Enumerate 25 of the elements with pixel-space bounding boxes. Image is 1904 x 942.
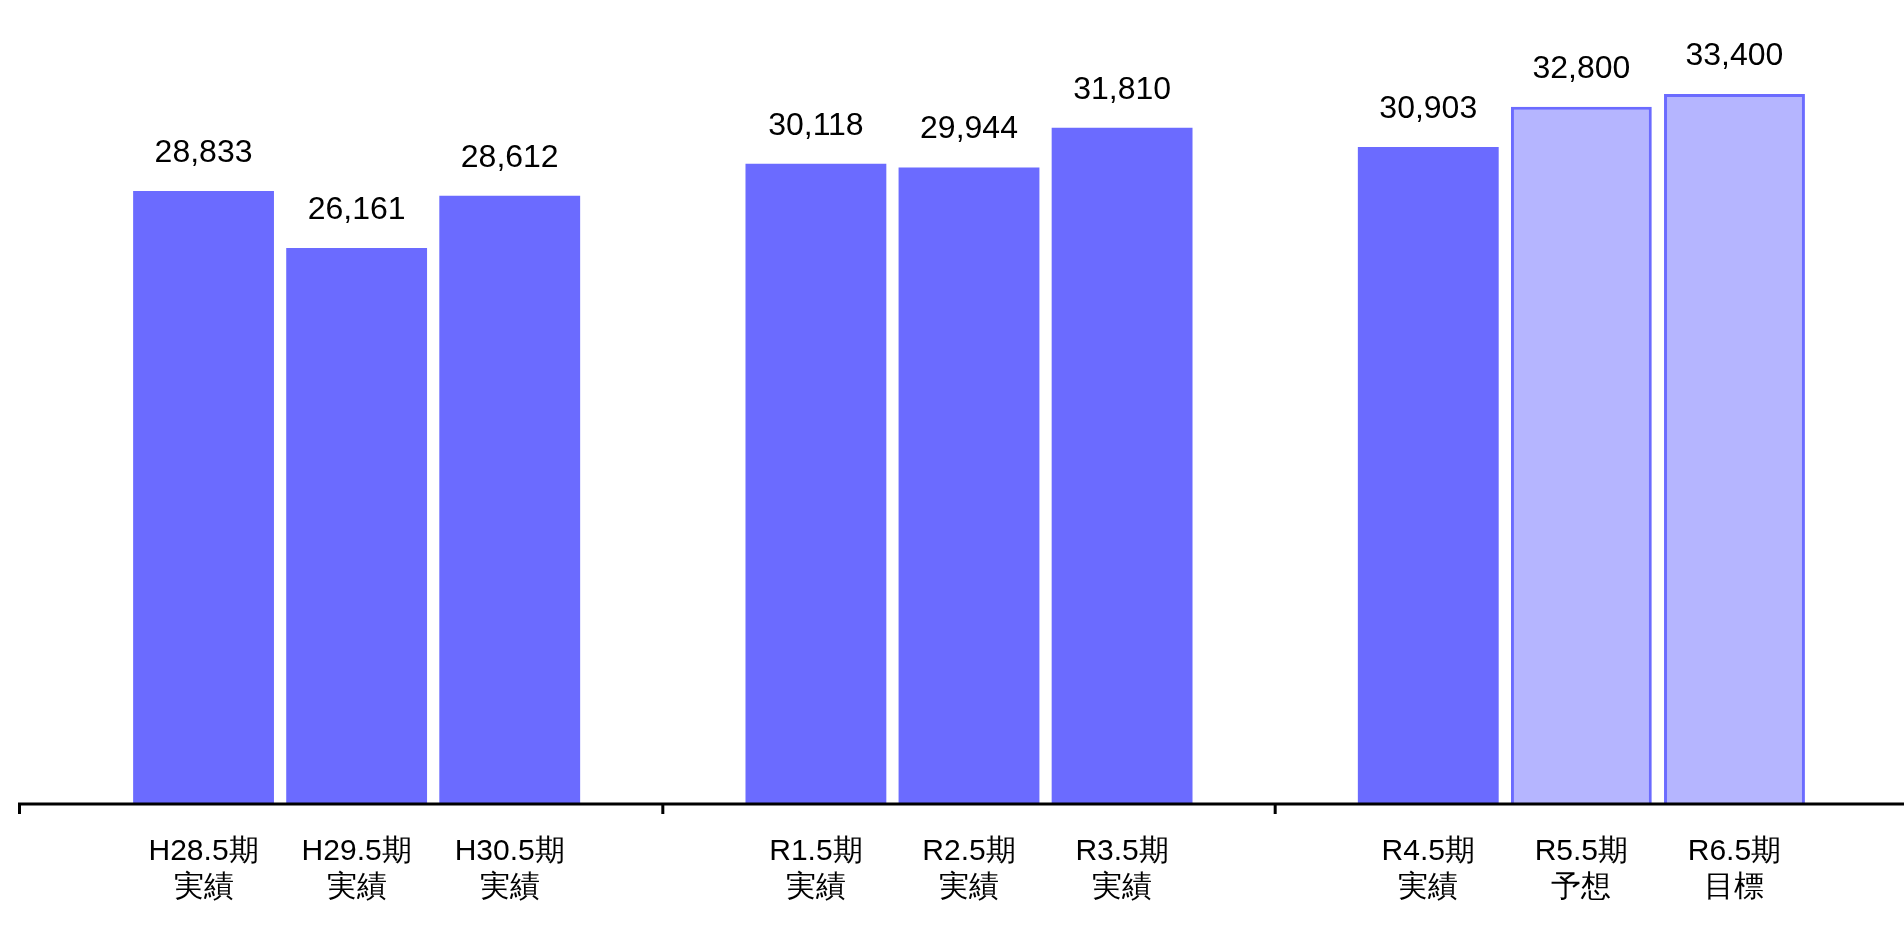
data-label: 32,800 <box>1532 48 1631 85</box>
data-label: 28,612 <box>460 137 559 174</box>
x-tick-label: R5.5期予想 <box>1534 833 1629 903</box>
data-label: 26,161 <box>307 189 406 226</box>
bar <box>133 191 274 804</box>
bar <box>1051 127 1193 804</box>
bar <box>898 167 1040 804</box>
bar <box>1357 147 1499 804</box>
bar <box>745 163 887 804</box>
data-label: 29,944 <box>920 109 1018 146</box>
data-label: 30,903 <box>1379 88 1478 125</box>
data-label: 31,810 <box>1073 69 1172 106</box>
bar <box>286 247 428 804</box>
x-tick-label: R3.5期実績 <box>1075 833 1169 903</box>
bar <box>439 195 581 804</box>
data-label: 28,833 <box>154 132 253 169</box>
x-tick-label: R4.5期実績 <box>1381 833 1475 903</box>
data-label: 30,118 <box>768 105 864 142</box>
x-tick-label: R6.5期目標 <box>1687 833 1782 903</box>
x-tick-label: H28.5期実績 <box>148 833 259 903</box>
x-tick-label: H30.5期実績 <box>454 833 565 903</box>
data-label: 33,400 <box>1685 35 1784 72</box>
x-tick-label: R2.5期実績 <box>922 833 1016 903</box>
x-tick-label: H29.5期実績 <box>301 833 412 903</box>
x-tick-label: R1.5期実績 <box>769 833 863 903</box>
